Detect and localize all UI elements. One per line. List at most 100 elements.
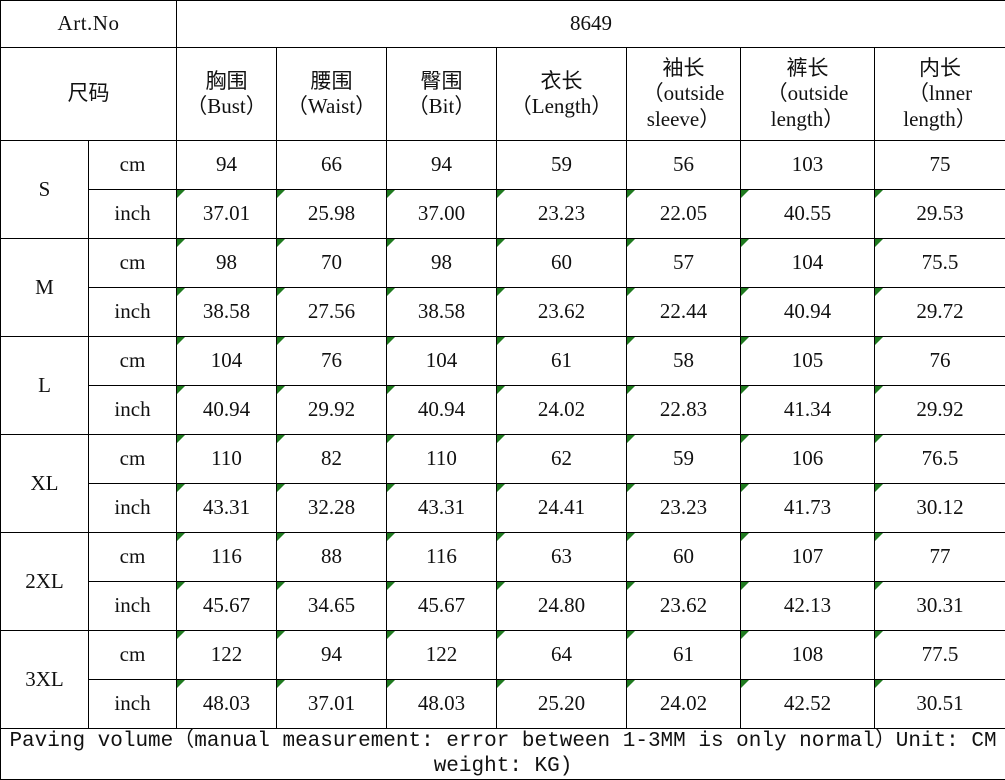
unit-label-cm: cm: [89, 435, 177, 484]
cell-error-flag-icon: [627, 533, 635, 541]
cell-error-flag-icon: [387, 582, 395, 590]
cell-s-inch-4: 23.23: [497, 190, 627, 239]
header-col-en-2: （Waist）: [277, 94, 386, 119]
cell-error-flag-icon: [497, 288, 505, 296]
cell-s-cm-1: 94: [177, 141, 277, 190]
unit-label-cm: cm: [89, 239, 177, 288]
cell-s-cm-7: 75: [875, 141, 1005, 190]
cell-xl-cm-3: 110: [387, 435, 497, 484]
cell-error-flag-icon: [875, 680, 883, 688]
cell-l-cm-1: 104: [177, 337, 277, 386]
cell-error-flag-icon: [627, 337, 635, 345]
cell-2xl-inch-7: 30.31: [875, 582, 1005, 631]
cell-error-flag-icon: [277, 631, 285, 639]
header-col-en-3: （Bit）: [387, 94, 496, 119]
cell-error-flag-icon: [177, 582, 185, 590]
cell-2xl-inch-1: 45.67: [177, 582, 277, 631]
header-col-3: 臀围（Bit）: [387, 48, 497, 141]
size-label-l: L: [1, 337, 89, 435]
unit-label-cm: cm: [89, 337, 177, 386]
cell-s-cm-2: 66: [277, 141, 387, 190]
artno-value[interactable]: 8649: [177, 1, 1005, 48]
cell-2xl-cm-7: 77: [875, 533, 1005, 582]
header-col-cn-2: 腰围: [277, 69, 386, 94]
cell-2xl-cm-3: 116: [387, 533, 497, 582]
cell-s-cm-4: 59: [497, 141, 627, 190]
header-size-label: 尺码: [1, 48, 177, 141]
cell-3xl-inch-3: 48.03: [387, 680, 497, 729]
cell-s-inch-7: 29.53: [875, 190, 1005, 239]
cell-xl-cm-1: 110: [177, 435, 277, 484]
cell-error-flag-icon: [875, 337, 883, 345]
cell-error-flag-icon: [497, 582, 505, 590]
cell-l-inch-1: 40.94: [177, 386, 277, 435]
cell-s-cm-3: 94: [387, 141, 497, 190]
cell-error-flag-icon: [387, 386, 395, 394]
header-col-cn-1: 胸围: [177, 69, 276, 94]
header-col-4: 衣长（Length）: [497, 48, 627, 141]
cell-error-flag-icon: [277, 288, 285, 296]
cell-xl-cm-2: 82: [277, 435, 387, 484]
cell-xl-inch-4: 24.41: [497, 484, 627, 533]
cell-error-flag-icon: [277, 190, 285, 198]
cell-3xl-cm-3: 122: [387, 631, 497, 680]
cell-error-flag-icon: [277, 680, 285, 688]
cell-error-flag-icon: [497, 631, 505, 639]
cell-error-flag-icon: [177, 239, 185, 247]
cell-l-cm-2: 76: [277, 337, 387, 386]
cell-s-inch-6: 40.55: [741, 190, 875, 239]
header-col-6: 裤长（outside length）: [741, 48, 875, 141]
cell-error-flag-icon: [627, 680, 635, 688]
header-col-cn-4: 衣长: [497, 69, 626, 94]
cell-2xl-cm-5: 60: [627, 533, 741, 582]
cell-error-flag-icon: [387, 190, 395, 198]
cell-m-inch-2: 27.56: [277, 288, 387, 337]
size-label-2xl: 2XL: [1, 533, 89, 631]
cell-s-inch-1: 37.01: [177, 190, 277, 239]
cell-error-flag-icon: [387, 288, 395, 296]
cell-3xl-inch-2: 37.01: [277, 680, 387, 729]
cell-error-flag-icon: [741, 435, 749, 443]
cell-xl-inch-3: 43.31: [387, 484, 497, 533]
cell-m-inch-4: 23.62: [497, 288, 627, 337]
cell-3xl-inch-6: 42.52: [741, 680, 875, 729]
cell-error-flag-icon: [497, 680, 505, 688]
cell-xl-cm-7: 76.5: [875, 435, 1005, 484]
cell-error-flag-icon: [627, 435, 635, 443]
cell-l-inch-3: 40.94: [387, 386, 497, 435]
cell-error-flag-icon: [277, 582, 285, 590]
cell-3xl-cm-4: 64: [497, 631, 627, 680]
cell-error-flag-icon: [177, 631, 185, 639]
size-label-s: S: [1, 141, 89, 239]
header-col-5: 袖长（outside sleeve）: [627, 48, 741, 141]
header-col-7: 内长（lnner length）: [875, 48, 1005, 141]
cell-l-inch-2: 29.92: [277, 386, 387, 435]
cell-s-inch-2: 25.98: [277, 190, 387, 239]
cell-error-flag-icon: [741, 582, 749, 590]
cell-error-flag-icon: [741, 386, 749, 394]
cell-error-flag-icon: [875, 484, 883, 492]
cell-3xl-cm-1: 122: [177, 631, 277, 680]
cell-error-flag-icon: [875, 631, 883, 639]
cell-m-cm-5: 57: [627, 239, 741, 288]
cell-error-flag-icon: [497, 533, 505, 541]
cell-error-flag-icon: [497, 239, 505, 247]
cell-xl-inch-5: 23.23: [627, 484, 741, 533]
cell-2xl-cm-6: 107: [741, 533, 875, 582]
cell-xl-inch-6: 41.73: [741, 484, 875, 533]
cell-2xl-inch-3: 45.67: [387, 582, 497, 631]
cell-s-inch-5: 22.05: [627, 190, 741, 239]
cell-error-flag-icon: [177, 484, 185, 492]
cell-2xl-cm-2: 88: [277, 533, 387, 582]
cell-l-cm-4: 61: [497, 337, 627, 386]
cell-3xl-inch-4: 25.20: [497, 680, 627, 729]
size-label-3xl: 3XL: [1, 631, 89, 729]
